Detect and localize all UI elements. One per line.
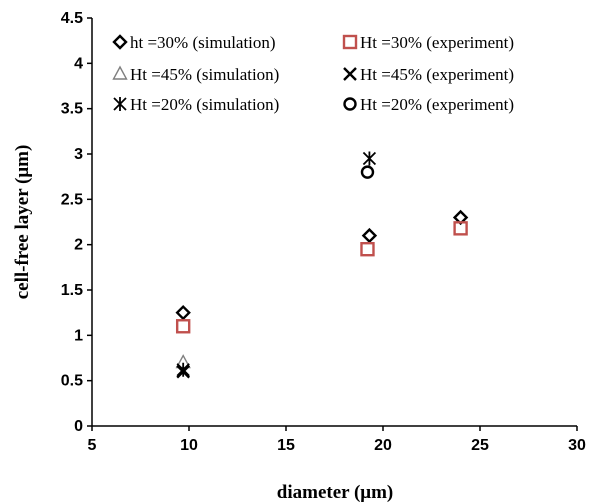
legend-label: Ht =20% (simulation)	[130, 95, 279, 114]
legend-marker-x	[343, 67, 357, 81]
legend-marker-star	[113, 97, 127, 111]
x-axis-title: diameter (μm)	[277, 482, 393, 503]
y-tick-label: 1.5	[61, 282, 83, 299]
y-tick-label: 3.5	[61, 101, 83, 118]
data-point-square	[360, 241, 375, 257]
y-tick-label: 4	[74, 55, 83, 72]
data-point-diamond	[175, 304, 191, 321]
legend-label: Ht =30% (experiment)	[360, 33, 514, 52]
legend-label: Ht =45% (experiment)	[360, 65, 514, 84]
legend-label: Ht =45% (simulation)	[130, 65, 279, 84]
legend-label: ht =30% (simulation)	[130, 33, 276, 52]
data-point-circle	[360, 165, 375, 179]
x-tick-label: 20	[374, 437, 392, 454]
y-tick-label: 0.5	[61, 373, 83, 390]
x-tick-label: 30	[568, 437, 586, 454]
y-tick-label: 3	[74, 146, 83, 163]
legend-marker-circle	[343, 97, 357, 111]
y-tick-label: 1	[74, 327, 83, 344]
y-tick-label: 0	[74, 418, 83, 435]
data-points	[175, 151, 469, 379]
data-point-square	[175, 319, 191, 334]
x-tick-label: 15	[277, 437, 295, 454]
x-tick-label: 5	[88, 437, 97, 454]
data-point-diamond	[361, 227, 378, 244]
legend-marker-square	[342, 34, 358, 50]
y-tick-label: 2	[74, 237, 83, 254]
x-tick-label: 25	[471, 437, 489, 454]
legend-label: Ht =20% (experiment)	[360, 95, 514, 114]
legend: ht =30% (simulation) Ht =30% (experiment)…	[112, 33, 514, 114]
data-point-square	[453, 221, 468, 236]
data-point-star	[362, 151, 377, 166]
y-tick-label: 2.5	[61, 191, 83, 208]
ticks: 0 0.5 1 1.5 2 2.5 3 3.5 4 4.5 5 10 15 20 25 30	[61, 10, 586, 454]
x-tick-label: 10	[180, 437, 198, 454]
y-axis-title: cell-free layer (μm)	[12, 145, 33, 300]
axes	[91, 18, 577, 427]
legend-marker-diamond	[112, 34, 128, 50]
legend-marker-triangle	[112, 65, 128, 80]
y-tick-label: 4.5	[61, 10, 83, 27]
data-point-star	[176, 362, 190, 377]
